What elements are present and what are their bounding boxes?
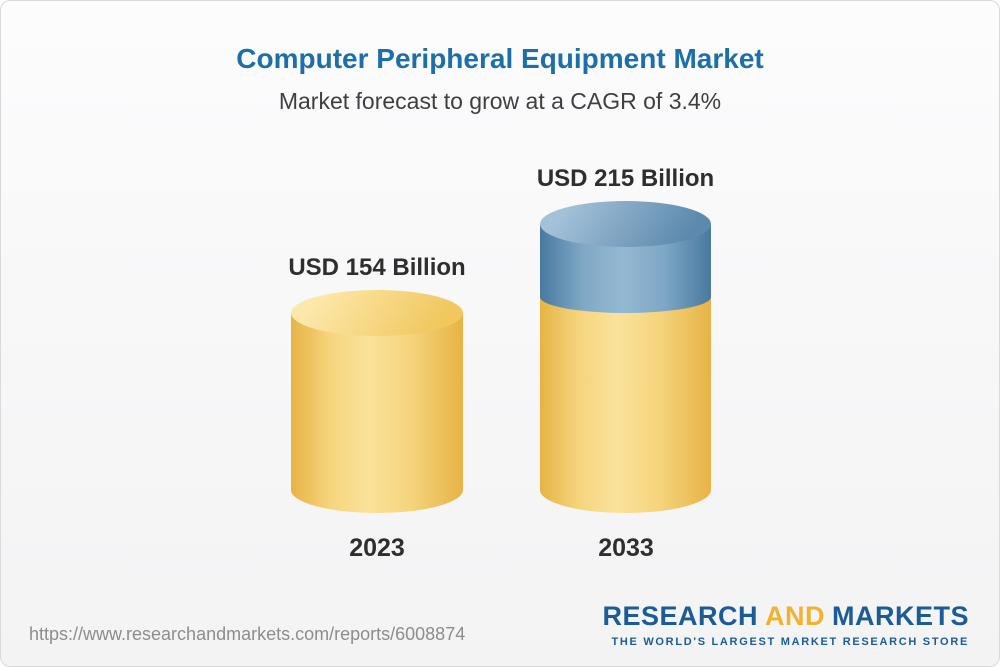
x-axis-label-2033: 2033 xyxy=(598,534,654,562)
bar-value-label-2033: USD 215 Billion xyxy=(536,165,715,192)
report-url: https://www.researchandmarkets.com/repor… xyxy=(29,624,466,644)
x-axis-label-2023: 2023 xyxy=(349,534,405,562)
logo-word-research: RESEARCH xyxy=(602,601,758,631)
page-title: Computer Peripheral Equipment Market xyxy=(236,43,764,74)
cylinder-2033: USD 215 Billion xyxy=(537,165,714,513)
base-segment-2023 xyxy=(291,313,463,513)
logo-text: RESEARCH AND MARKETS xyxy=(602,601,969,632)
logo-word-and: AND xyxy=(765,601,825,631)
logo-word-markets: MARKETS xyxy=(832,601,969,631)
bar-value-label-2023: USD 154 Billion xyxy=(288,254,466,281)
base-segment-2033 xyxy=(540,295,711,513)
logo-tagline: THE WORLD'S LARGEST MARKET RESEARCH STOR… xyxy=(611,636,969,648)
cylinder-top-2023 xyxy=(291,290,463,336)
cylinder-2023: USD 154 Billion xyxy=(288,254,466,513)
cylinder-top-2033 xyxy=(540,201,711,247)
chart-subtitle: Market forecast to grow at a CAGR of 3.4… xyxy=(278,88,722,114)
researchandmarkets-logo: RESEARCH AND MARKETS THE WORLD'S LARGEST M… xyxy=(602,601,969,648)
